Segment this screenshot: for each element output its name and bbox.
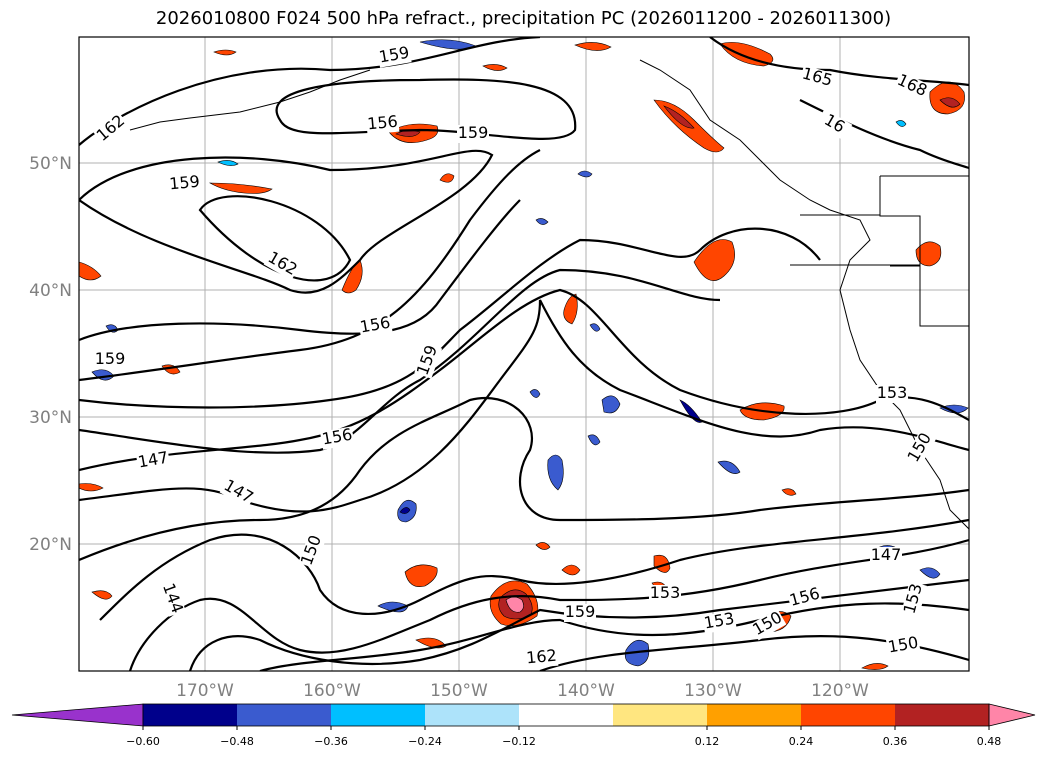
contour-label-bg <box>263 248 301 281</box>
contour-label-bg <box>524 647 559 669</box>
contours <box>79 37 969 671</box>
colorbar-bin <box>237 704 332 726</box>
colorbar-tick-label: −0.60 <box>126 735 160 748</box>
colorbar-bin <box>331 704 426 726</box>
lat-label: 40°N <box>29 281 72 301</box>
lon-label: 160°W <box>303 681 361 701</box>
lon-label: 150°W <box>430 681 488 701</box>
contour-label-bg <box>135 449 171 473</box>
colorbar-tick-label: −0.12 <box>502 735 536 748</box>
colorbar-extend-low <box>11 703 144 727</box>
colorbar-extend-high <box>988 703 1036 727</box>
map-frame <box>78 36 970 672</box>
latitude-labels: 50°N 40°N 30°N 20°N <box>29 154 72 555</box>
lon-label: 120°W <box>811 681 869 701</box>
lat-label: 20°N <box>29 535 72 555</box>
contour-label-bg <box>157 580 186 617</box>
contour-label-bg <box>870 547 902 565</box>
lon-label: 130°W <box>684 681 742 701</box>
contour-label-bg <box>815 108 853 141</box>
contour-label: 159 <box>168 172 200 194</box>
contour-label: 159 <box>565 602 596 621</box>
colorbar-tick-label: 0.48 <box>977 735 1002 748</box>
colorbar-tick-label: 0.36 <box>883 735 908 748</box>
lon-label: 170°W <box>176 681 234 701</box>
colorbar-tick-label: −0.36 <box>314 735 348 748</box>
lat-label: 30°N <box>29 408 72 428</box>
colorbar-bin <box>143 704 238 726</box>
contour-label: 147 <box>871 545 902 564</box>
contour-label-bg <box>885 634 921 658</box>
colorbar-bin <box>801 704 896 726</box>
contour-label-bg <box>167 173 202 195</box>
contour-label-bg <box>414 342 443 379</box>
contour-label-bg <box>376 44 412 68</box>
colorbar: −0.60 −0.48 −0.36 −0.24 −0.12 0.12 0.24 0.36 0.4… <box>11 703 1036 748</box>
contour-label: 159 <box>95 349 126 368</box>
contour-label: 159 <box>458 123 489 142</box>
contour-label-bg <box>319 426 355 450</box>
colorbar-tick-label: −0.48 <box>220 735 254 748</box>
colorbar-tick-label: −0.24 <box>408 735 442 748</box>
contour-label-bg <box>799 65 835 91</box>
contour-label-bg <box>876 385 908 403</box>
contour-label: 162 <box>525 646 557 668</box>
contour-label: 153 <box>650 583 681 602</box>
contour-label-bg <box>94 351 126 369</box>
colorbar-tick-label: 0.24 <box>789 735 814 748</box>
colorbar-bin <box>707 704 802 726</box>
lon-label: 140°W <box>557 681 615 701</box>
contour-label-bg <box>93 111 130 147</box>
colorbar-frame <box>142 703 990 727</box>
contour-label-bg <box>787 585 823 611</box>
colorbar-bin <box>613 704 708 726</box>
contour-label-bg <box>893 71 930 102</box>
lat-label: 50°N <box>29 154 72 174</box>
colorbar-bin <box>425 704 520 726</box>
contour-label: 153 <box>877 383 908 402</box>
contour-label-bg <box>457 125 489 143</box>
contour-label-bg <box>219 476 257 509</box>
longitude-labels: 170°W 160°W 150°W 140°W 130°W 120°W <box>176 681 869 701</box>
colorbar-tick-label: 0.12 <box>695 735 720 748</box>
colorbar-bin <box>895 704 990 726</box>
contour-label: 156 <box>366 112 398 134</box>
contour-label-bg <box>904 429 937 467</box>
contour-label-bg <box>365 113 400 135</box>
contour-label-bg <box>649 585 681 603</box>
contour-label-bg <box>901 581 927 617</box>
coastlines <box>129 59 969 530</box>
contour-label-bg <box>749 608 787 641</box>
contour-label-bg <box>298 532 327 569</box>
map-title: 2026010800 F024 500 hPa refract., precip… <box>155 8 892 29</box>
contour-label-bg <box>357 314 393 338</box>
contour-label-bg <box>701 610 737 634</box>
colorbar-bin <box>519 704 614 726</box>
contour-label-bg <box>564 604 596 622</box>
